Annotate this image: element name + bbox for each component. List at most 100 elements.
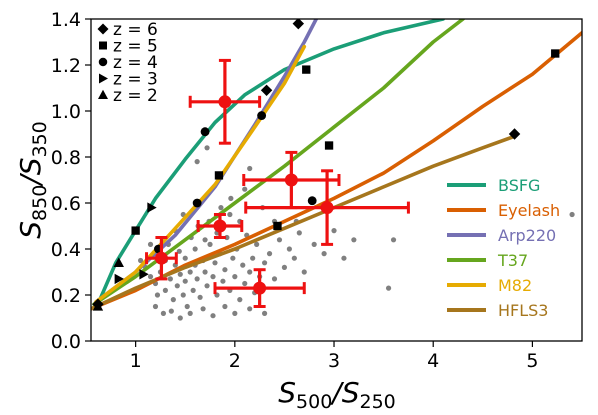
sample-point <box>311 241 317 247</box>
measurement-point <box>145 236 178 281</box>
sample-point <box>137 257 144 264</box>
measurement-point <box>188 58 262 145</box>
redshift-marker-square <box>214 171 224 180</box>
sample-point <box>170 297 176 303</box>
plot-area <box>91 19 582 321</box>
x-axis-label: S500/S250 <box>278 376 396 413</box>
redshift-marker-square <box>551 49 560 58</box>
sample-point <box>204 145 210 151</box>
sample-point <box>281 264 288 270</box>
redshift-marker-triangle-right <box>139 269 149 280</box>
x-tick-label: 5 <box>526 350 538 372</box>
redshift-marker-circle <box>307 196 317 206</box>
legend-marker-label: z = 6 <box>113 20 158 40</box>
sample-point <box>220 278 226 284</box>
sample-point <box>232 274 238 280</box>
sample-point <box>390 237 397 243</box>
sample-point <box>210 313 216 319</box>
track-line-m82 <box>94 44 307 304</box>
redshift-marker-diamond <box>260 84 273 97</box>
y-axis-label-sub-den: 350 <box>29 121 51 157</box>
y-axis-label-main: S <box>14 221 47 239</box>
sample-point <box>261 260 268 266</box>
track-line-bsfg <box>96 19 445 306</box>
sample-point <box>197 294 203 300</box>
model-tracks <box>91 19 582 311</box>
y-tick-label: 0.8 <box>51 147 81 169</box>
legend-label-t37: T37 <box>497 251 528 270</box>
redshift-markers <box>92 19 560 311</box>
legend-label-hfls3: HFLS3 <box>498 301 548 320</box>
measurement-point <box>244 169 410 246</box>
sample-point <box>228 195 234 201</box>
sample-point <box>266 251 273 257</box>
sample-point <box>261 310 268 316</box>
y-axis-label-sub-num: 850 <box>29 185 51 221</box>
marker-legend: z = 6z = 5z = 4z = 3z = 2 <box>97 20 158 106</box>
sample-point <box>182 278 188 284</box>
measurement-marker <box>284 173 298 187</box>
sample-point <box>202 269 208 275</box>
sample-point <box>200 306 206 312</box>
sample-point <box>187 310 193 316</box>
x-tick-label: 3 <box>328 350 340 372</box>
sample-point <box>227 211 233 218</box>
sample-point <box>222 267 228 273</box>
sample-point <box>152 303 159 310</box>
measurement-point <box>196 213 244 239</box>
sample-point <box>180 292 186 298</box>
sample-point <box>218 205 224 211</box>
measurement-marker <box>218 95 232 109</box>
measurements <box>145 58 410 308</box>
redshift-marker-triangle-up <box>92 301 104 311</box>
sample-point <box>242 186 248 192</box>
sample-point <box>194 276 200 282</box>
sample-point <box>247 269 253 275</box>
sample-point <box>162 287 168 293</box>
sample-point <box>351 237 357 243</box>
sample-point <box>286 246 292 252</box>
sample-point <box>321 251 327 257</box>
legend-label-arp220: Arp220 <box>498 226 556 245</box>
measurement-marker <box>154 251 168 265</box>
legend-label-bsfg: BSFG <box>498 176 540 195</box>
x-axis-label-sep: /S <box>329 376 359 409</box>
legend-label-m82: M82 <box>498 276 532 295</box>
sample-point <box>154 292 161 298</box>
sample-point <box>271 276 278 282</box>
sample-point <box>385 285 392 291</box>
redshift-marker-circle <box>257 111 267 121</box>
sample-point <box>254 241 260 247</box>
redshift-marker-diamond <box>292 19 305 30</box>
sample-point <box>177 315 183 321</box>
sample-point <box>237 297 243 303</box>
sample-point <box>184 303 190 310</box>
y-axis-label-sep: /S <box>14 158 47 188</box>
track-line-t37 <box>92 19 465 306</box>
y-tick-label: 0.6 <box>51 193 81 215</box>
legend-marker-circle <box>98 57 108 67</box>
sample-point <box>167 276 173 282</box>
sample-point <box>182 255 188 261</box>
measurement-marker <box>213 219 227 233</box>
redshift-marker-triangle-right <box>114 273 124 285</box>
x-tick-label: 4 <box>427 350 439 372</box>
sample-point <box>212 260 218 266</box>
sample-point <box>207 241 213 247</box>
redshift-marker-square <box>302 65 311 74</box>
redshift-marker-triangle-up <box>113 257 124 267</box>
legend-marker-square <box>99 41 107 50</box>
sample-point <box>202 237 208 243</box>
y-tick-label: 1.4 <box>51 9 81 31</box>
sample-point <box>168 308 174 314</box>
x-axis-label-sub-den: 250 <box>360 391 396 413</box>
sample-point <box>569 211 575 218</box>
sample-point <box>147 274 154 280</box>
sample-point <box>296 230 302 236</box>
legend-marker-label: z = 4 <box>113 53 158 73</box>
sample-point <box>160 310 167 316</box>
sample-point <box>194 159 200 165</box>
redshift-marker-square <box>131 226 140 235</box>
sample-point <box>204 283 210 289</box>
